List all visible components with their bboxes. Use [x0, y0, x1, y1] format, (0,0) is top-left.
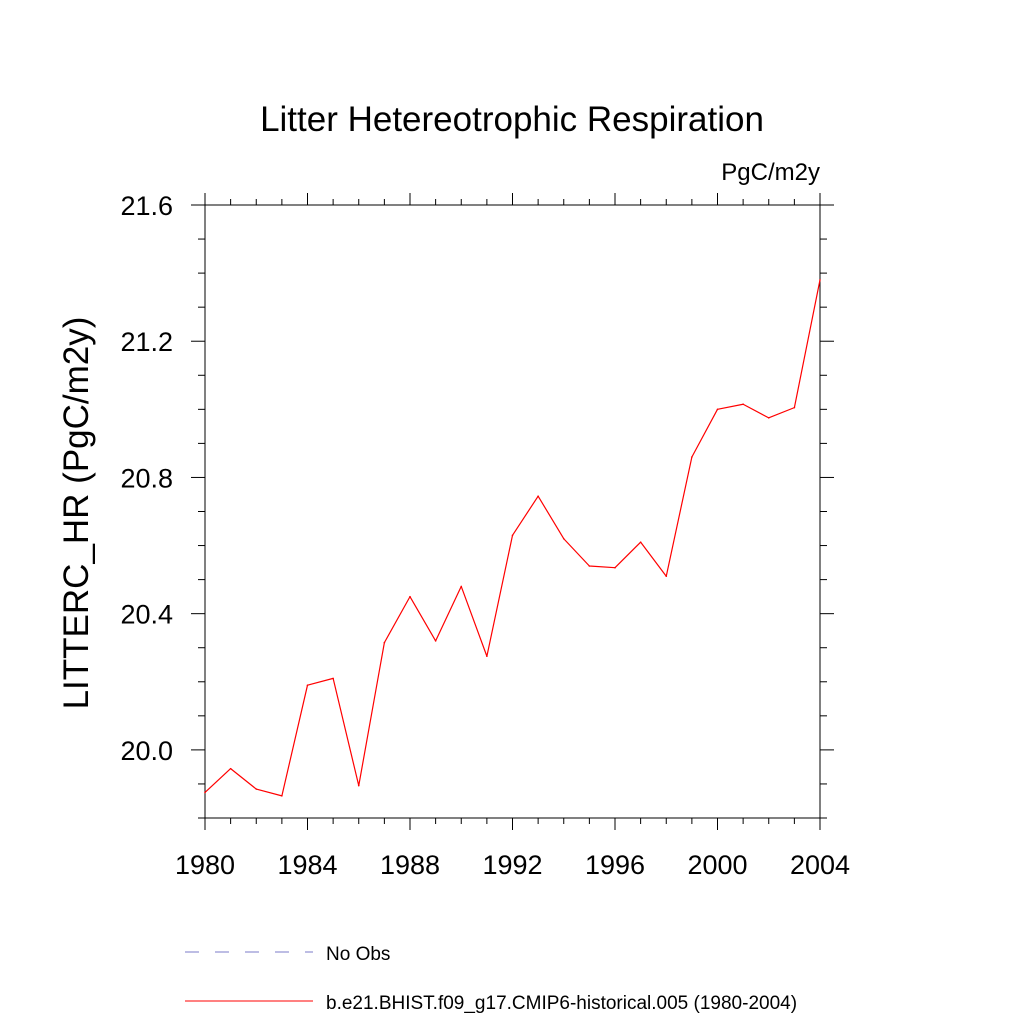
data-point-1999	[691, 456, 693, 458]
y-tick-label-20.0: 20.0	[120, 736, 173, 766]
y-axis-label: LITTERC_HR (PgC/m2y)	[57, 317, 96, 710]
legend: No Obs b.e21.BHIST.f09_g17.CMIP6-historic…	[185, 944, 797, 1014]
y-tick-label-21.2: 21.2	[120, 327, 173, 357]
data-point-1988	[409, 595, 411, 598]
x-tick-label-2000: 2000	[687, 850, 747, 880]
plot-frame	[204, 204, 821, 819]
data-point-1993	[537, 495, 539, 497]
data-point-1989	[434, 640, 437, 642]
data-point-1987	[383, 641, 386, 644]
data-point-1982	[255, 788, 258, 790]
data-point-1990	[460, 585, 463, 588]
series-layer	[204, 279, 821, 797]
data-point-2003	[793, 406, 796, 409]
data-point-2002	[767, 417, 770, 419]
axis-ticks	[191, 193, 834, 830]
axis-tick-labels: 1980 1984 1988 1992 1996 2000 2004 20.0 20.4 20.8…	[120, 191, 850, 880]
data-point-2000	[716, 408, 719, 411]
data-point-1997	[639, 541, 642, 543]
data-point-1986	[357, 784, 360, 787]
data-point-2001	[742, 403, 744, 406]
x-tick-label-1984: 1984	[277, 850, 337, 880]
data-point-1984	[306, 684, 309, 686]
data-point-2004	[819, 279, 821, 281]
x-tick-label-1992: 1992	[482, 850, 542, 880]
data-point-1980	[204, 791, 206, 794]
data-point-1995	[588, 565, 591, 567]
x-tick-label-1996: 1996	[585, 850, 645, 880]
units-label: PgC/m2y	[721, 159, 820, 186]
legend-label-1: b.e21.BHIST.f09_g17.CMIP6-historical.005…	[326, 993, 797, 1014]
data-point-1985	[332, 677, 334, 680]
x-tick-label-1980: 1980	[175, 850, 235, 880]
data-point-1996	[614, 566, 616, 569]
series-line-0	[204, 279, 821, 797]
data-point-1981	[229, 767, 232, 770]
data-point-1992	[511, 534, 514, 537]
legend-label-0: No Obs	[326, 944, 390, 965]
data-point-1983	[281, 795, 283, 797]
y-tick-label-20.4: 20.4	[120, 600, 173, 630]
y-tick-label-21.6: 21.6	[120, 191, 173, 221]
x-tick-label-1988: 1988	[380, 850, 440, 880]
data-point-1991	[486, 655, 488, 658]
y-tick-label-20.8: 20.8	[120, 463, 173, 493]
data-point-1994	[562, 537, 565, 540]
x-tick-label-2004: 2004	[790, 850, 850, 880]
chart-title: Litter Hetereotrophic Respiration	[260, 100, 764, 139]
data-point-1998	[665, 575, 668, 578]
